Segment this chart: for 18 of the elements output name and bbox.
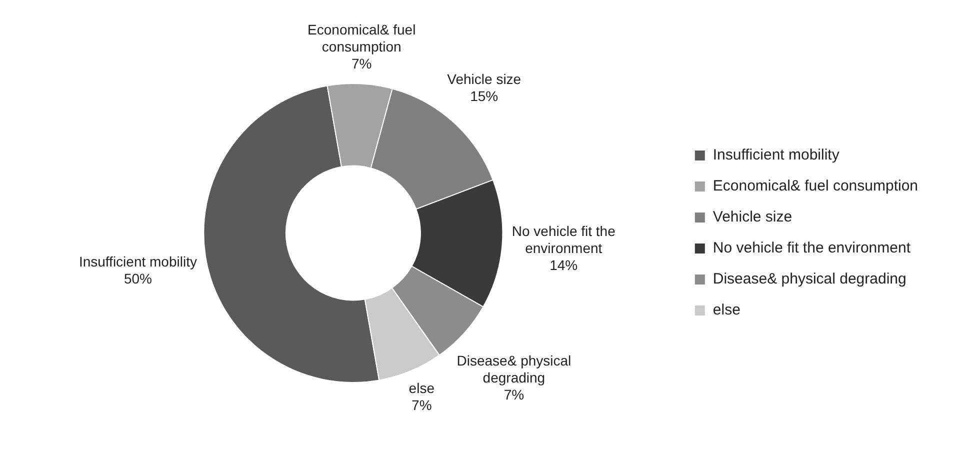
slice-label: else [408,380,435,396]
data-label: 14% [550,257,578,274]
legend-label: No vehicle fit the environment [712,240,912,257]
slice-label: Vehicle size [447,70,522,87]
legend-label: Economical& fuel consumption [712,178,918,195]
slice-label: No vehicle fit the environment [512,223,616,256]
data-label: 50% [124,270,152,286]
legend-label: Vehicle size [712,208,792,226]
slice-label: Insufficient mobility [78,253,197,270]
data-label: 7% [504,386,524,403]
slice-label: Disease& physical degrading [456,352,572,386]
slice-label: Economical& fuel consumption [308,22,416,55]
legend-label: Disease& physical degrading [712,270,906,288]
legend-label: Insufficient mobility [712,146,840,164]
data-label: 7% [351,56,372,72]
data-label: 15% [470,88,498,104]
legend-label: else [712,302,740,319]
data-label: 7% [412,396,432,413]
